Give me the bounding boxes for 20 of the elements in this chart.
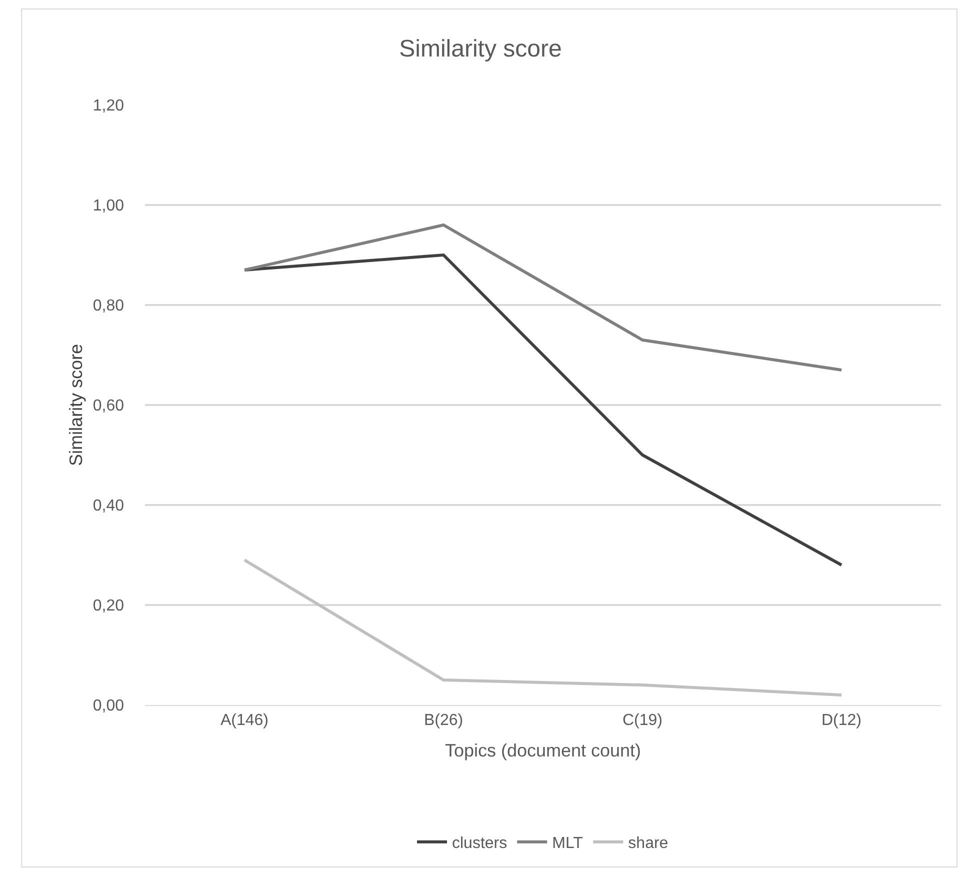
y-tick-label: 0,20 bbox=[92, 598, 124, 615]
x-tick-label: D(12) bbox=[821, 712, 862, 730]
chart-title: Similarity score bbox=[399, 35, 562, 62]
y-tick-label: 0,40 bbox=[92, 498, 124, 515]
x-axis-title: Topics (document count) bbox=[444, 740, 642, 760]
y-tick-label: 1,20 bbox=[92, 98, 124, 115]
line-series bbox=[243, 558, 843, 696]
x-tick-label: C(19) bbox=[622, 712, 663, 730]
y-tick-label: 0,60 bbox=[92, 398, 124, 415]
y-tick-label: 1,00 bbox=[92, 198, 124, 215]
line-series bbox=[243, 254, 843, 566]
x-tick-label: A(146) bbox=[220, 712, 269, 730]
line-series bbox=[243, 224, 843, 372]
x-tick-label: B(26) bbox=[424, 712, 464, 730]
legend-label: MLT bbox=[552, 835, 584, 852]
y-axis-title: Similarity score bbox=[66, 344, 86, 466]
y-tick-label: 0,00 bbox=[92, 698, 124, 715]
y-tick-label: 0,80 bbox=[92, 298, 124, 315]
legend-label: clusters bbox=[452, 835, 508, 852]
legend-label: share bbox=[628, 835, 668, 852]
